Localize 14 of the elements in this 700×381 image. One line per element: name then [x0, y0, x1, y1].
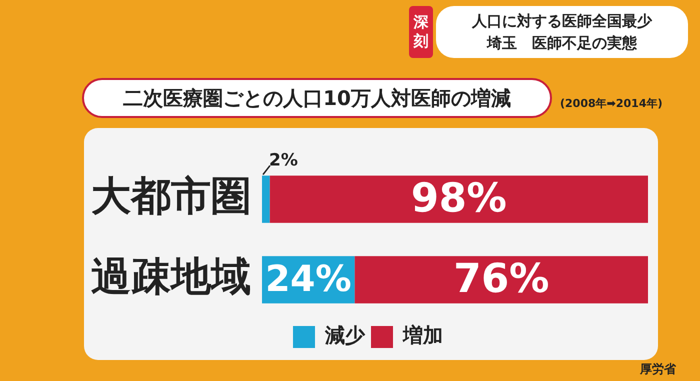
text: 厚労省 — [640, 361, 676, 378]
chart-title: 二次医療圏ごとの人口10万人対医師の増減 — [82, 78, 552, 118]
chart-subtitle: (2008年➡2014年) — [560, 96, 663, 111]
y-tick-label: 過疎地域 — [91, 254, 251, 300]
y-tick-label: 大都市圏 — [91, 174, 251, 220]
legend-label: 減少 — [324, 323, 366, 348]
data-label: 24% — [265, 259, 352, 300]
data-label: 2% — [269, 150, 298, 171]
text: 人口に対する医師全国最少 — [472, 11, 652, 32]
data-label: 98% — [410, 176, 507, 222]
tag-box: 深刻 — [409, 6, 433, 58]
legend-label: 増加 — [402, 323, 443, 348]
text: 埼玉 医師不足の実態 — [487, 33, 637, 54]
data-label: 76% — [453, 256, 550, 302]
